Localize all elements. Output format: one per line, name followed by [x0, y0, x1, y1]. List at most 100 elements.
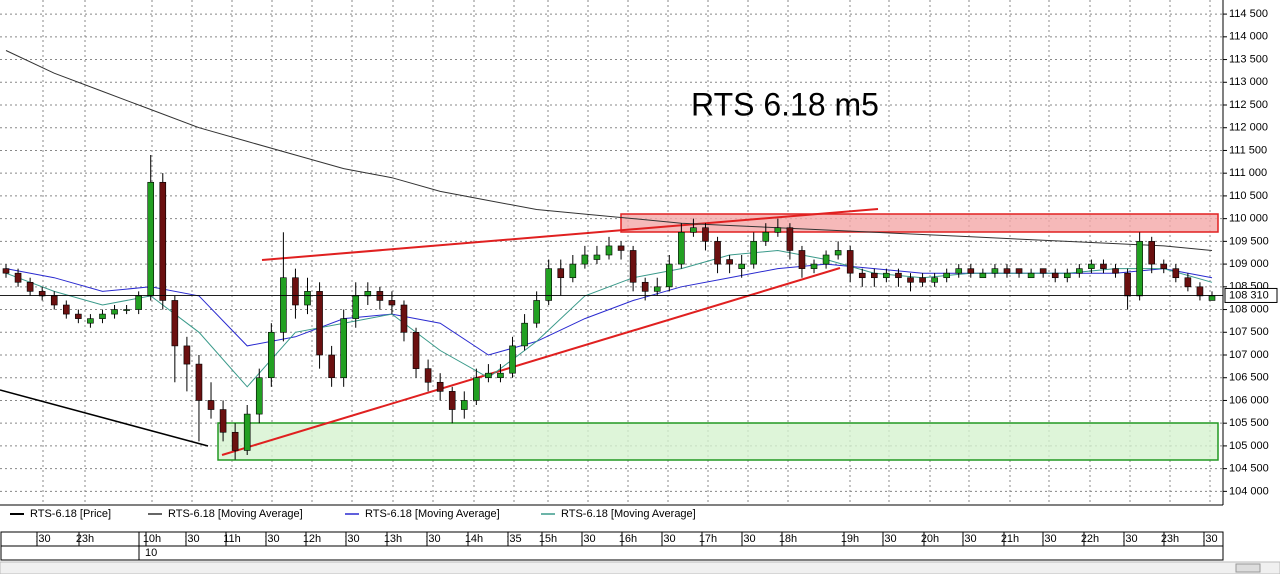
candle-body	[364, 291, 372, 297]
y-tick-label: 104 000	[1229, 485, 1269, 497]
y-tick-label: 112 500	[1229, 99, 1268, 111]
candle-body	[1027, 272, 1035, 279]
x-tick-label: 11h	[223, 533, 241, 545]
y-tick-label: 109 500	[1229, 235, 1269, 247]
y-tick-label: 111 000	[1229, 167, 1267, 179]
x-tick-label: 22h	[1081, 533, 1099, 545]
candle-body	[593, 254, 601, 260]
candle-body	[2, 268, 10, 274]
candle-body	[268, 331, 275, 379]
date-label: 10	[145, 547, 157, 559]
candle-body	[424, 368, 432, 383]
candle-body	[605, 245, 613, 256]
candle-body	[665, 263, 673, 288]
candle-body	[219, 409, 227, 433]
candle-body	[931, 277, 938, 283]
y-tick-label: 106 000	[1229, 394, 1269, 406]
moving-average	[5, 249, 1213, 388]
candle-body	[38, 291, 46, 297]
candle-body	[497, 372, 504, 379]
candle-body	[1063, 272, 1071, 279]
candle-body	[883, 272, 890, 279]
candle-body	[955, 268, 963, 274]
candle-body	[195, 363, 203, 401]
x-tick-label: 19h	[841, 533, 859, 545]
candle-body	[448, 391, 456, 410]
candle-body	[376, 291, 384, 301]
x-tick-label: 23h	[1161, 533, 1179, 545]
x-tick-label: 20h	[921, 533, 939, 545]
legend: RTS-6.18 [Price] RTS-6.18 [Moving Average…	[10, 508, 696, 520]
candle-body	[557, 268, 565, 279]
candle-body	[858, 272, 866, 279]
trend-line	[261, 208, 879, 261]
candle-body	[653, 286, 661, 292]
trend-line	[0, 389, 209, 447]
candle-body	[846, 250, 854, 274]
trend-line	[221, 267, 841, 456]
candle-body	[292, 277, 299, 306]
candle-body	[123, 309, 130, 311]
candle-body	[87, 318, 94, 324]
candle-body	[473, 377, 480, 401]
scrollbar[interactable]	[0, 561, 1280, 574]
candle-body	[99, 313, 106, 319]
candle-body	[1136, 241, 1143, 297]
x-tick-label: 18h	[779, 533, 797, 545]
candle-body	[678, 231, 685, 265]
last-price-box	[1224, 287, 1278, 303]
y-tick-label: 110 000	[1229, 213, 1268, 225]
y-tick-label: 114 000	[1229, 31, 1268, 43]
candle-body	[641, 281, 649, 292]
x-tick-label: 23h	[76, 533, 94, 545]
y-tick-label: 108 000	[1229, 303, 1269, 315]
candle-body	[702, 227, 709, 242]
candle-body	[400, 304, 408, 333]
candle-body	[231, 431, 239, 451]
candle-body	[617, 245, 625, 251]
candle-body	[533, 300, 540, 324]
x-tick-label: :30	[881, 533, 896, 545]
legend-label: RTS-6.18 [Moving Average]	[168, 508, 303, 520]
candle-body	[50, 295, 58, 306]
candle-body	[159, 181, 167, 301]
candle-body	[509, 345, 516, 374]
candle-body	[569, 263, 577, 279]
legend-label: RTS-6.18 [Price]	[30, 508, 111, 520]
candle-body	[207, 400, 215, 410]
candle-body	[14, 272, 22, 283]
x-tick-label: :30	[264, 533, 279, 545]
candle-body	[521, 322, 528, 347]
candle-body	[1076, 268, 1083, 274]
candle-body	[183, 345, 191, 365]
x-tick-label: 16h	[619, 533, 637, 545]
candle-body	[62, 304, 70, 315]
y-tick-label: 109 000	[1229, 258, 1269, 270]
candle-body	[774, 227, 782, 233]
candle-body	[979, 272, 987, 279]
y-tick-label: 107 500	[1229, 326, 1269, 338]
x-tick-label: :30	[961, 533, 976, 545]
candle-body	[485, 372, 492, 379]
candle-body	[786, 227, 794, 251]
scroll-button[interactable]	[1235, 563, 1261, 573]
candle-body	[762, 231, 770, 242]
candle-body	[726, 259, 733, 265]
candle-body	[1184, 277, 1192, 288]
candle-body	[822, 254, 830, 265]
candle-body	[1088, 263, 1095, 269]
y-tick-label: 113 500	[1229, 53, 1268, 65]
y-tick-label: 104 500	[1229, 463, 1269, 475]
candle-body	[1051, 272, 1059, 279]
candle-body	[352, 295, 360, 319]
candle-body	[871, 272, 878, 279]
moving-average	[5, 50, 1213, 251]
candle-body	[1003, 268, 1011, 274]
x-tick-label: :30	[1041, 533, 1056, 545]
candle-body	[943, 272, 950, 279]
x-tick-label: :30	[1122, 533, 1137, 545]
legend-label: RTS-6.18 [Moving Average]	[365, 508, 500, 520]
candle-body	[895, 272, 902, 279]
candle-body	[460, 400, 468, 410]
